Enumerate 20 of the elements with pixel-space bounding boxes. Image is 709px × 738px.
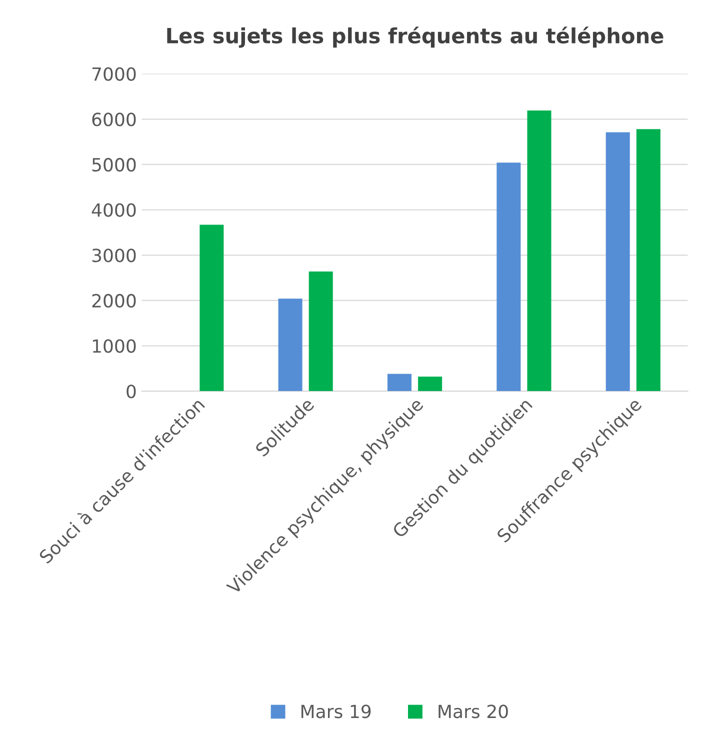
bar [387, 374, 412, 392]
y-tick-label: 4000 [92, 203, 136, 217]
bar [606, 132, 630, 392]
bar [418, 376, 442, 392]
y-tick-label: 3000 [92, 248, 136, 262]
y-tick-label: 6000 [92, 112, 136, 126]
y-tick-label: 1000 [92, 339, 136, 353]
bar [200, 224, 224, 392]
bar [278, 298, 302, 392]
legend-label: Mars 19 [301, 704, 371, 718]
y-tick-label: 0 [126, 384, 136, 398]
legend-label: Mars 20 [438, 704, 508, 718]
y-tick-label: 5000 [92, 158, 136, 172]
bar [636, 129, 660, 392]
bar [527, 110, 552, 392]
y-tick-label: 2000 [92, 294, 136, 308]
bar [308, 271, 333, 392]
y-tick-label: 7000 [92, 67, 136, 81]
bar [496, 162, 521, 392]
chart-title: Les sujets les plus fréquents au téléphone [167, 26, 664, 48]
